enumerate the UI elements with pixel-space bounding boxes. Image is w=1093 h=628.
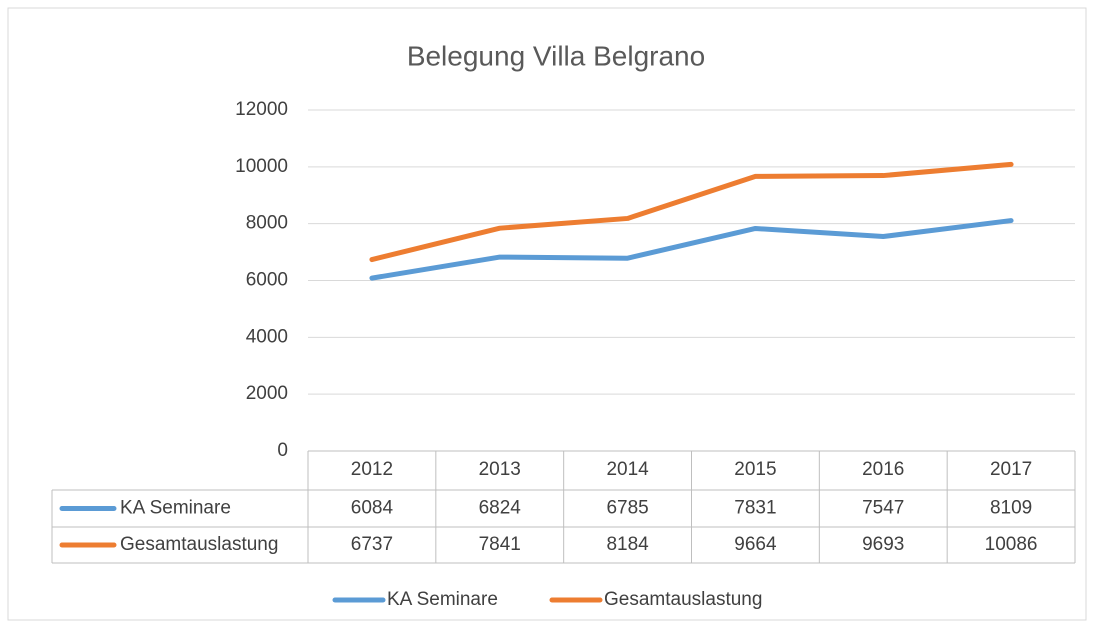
x-tick-label: 2015 (734, 459, 776, 480)
table-row-label: KA Seminare (120, 498, 231, 519)
table-value: 7841 (479, 534, 521, 555)
table-value: 6785 (606, 498, 648, 519)
chart-border (7, 7, 1087, 621)
table-value: 6737 (351, 534, 393, 555)
x-tick-label: 2017 (990, 459, 1032, 480)
x-tick-label: 2013 (479, 459, 521, 480)
x-tick-label: 2014 (606, 459, 649, 480)
y-tick-label: 0 (277, 440, 288, 461)
table-value: 7547 (862, 498, 904, 519)
series-line (369, 161, 1014, 263)
legend-label: KA Seminare (387, 589, 498, 610)
y-tick-label: 2000 (246, 383, 288, 404)
table-value: 6084 (351, 498, 394, 519)
table-value: 8109 (990, 498, 1032, 519)
y-tick-label: 10000 (235, 156, 288, 177)
table-row-label: Gesamtauslastung (120, 534, 278, 555)
legend-label: Gesamtauslastung (604, 589, 762, 610)
y-tick-label: 4000 (246, 326, 288, 347)
table-value: 9693 (862, 534, 904, 555)
chart-title: Belegung Villa Belgrano (407, 40, 705, 71)
x-tick-label: 2012 (351, 459, 393, 480)
series-line (369, 218, 1014, 281)
table-value: 7831 (734, 498, 776, 519)
y-tick-label: 6000 (246, 270, 288, 291)
y-tick-label: 12000 (235, 99, 288, 120)
table-value: 8184 (606, 534, 649, 555)
table-value: 6824 (479, 498, 522, 519)
x-tick-label: 2016 (862, 459, 904, 480)
y-tick-label: 8000 (246, 213, 288, 234)
table-value: 10086 (985, 534, 1038, 555)
table-value: 9664 (734, 534, 777, 555)
